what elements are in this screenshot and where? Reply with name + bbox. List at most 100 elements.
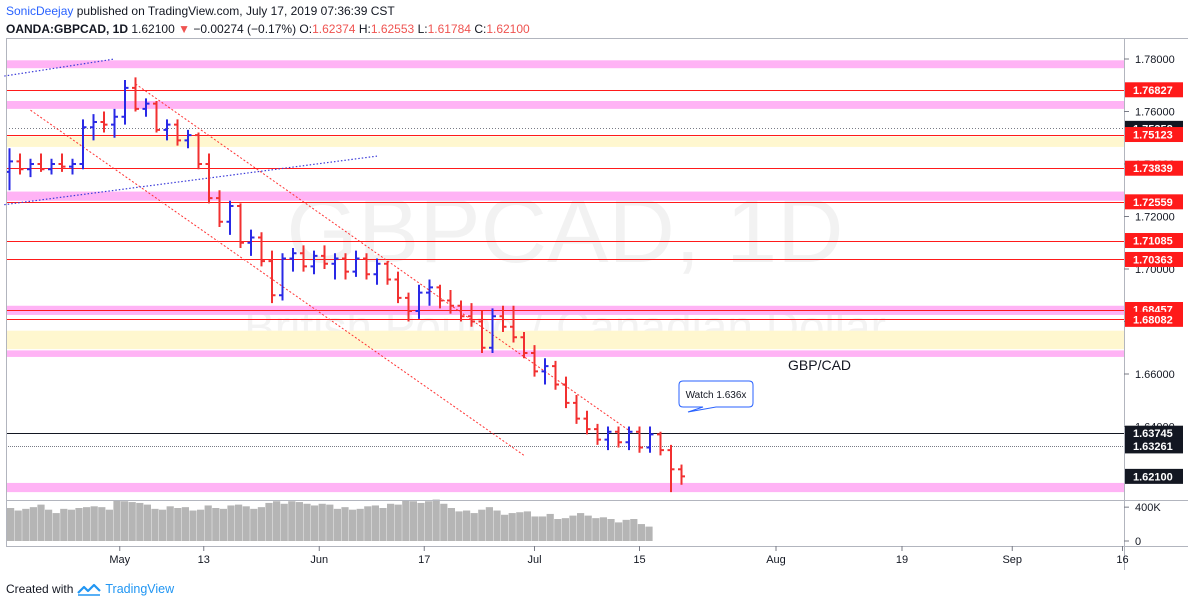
ohlc-bar bbox=[58, 153, 66, 172]
low-label: L: bbox=[417, 22, 428, 36]
price-tick-label: 1.72000 bbox=[1135, 212, 1175, 224]
ohlc-bar bbox=[510, 305, 517, 343]
time-tick-label: Jul bbox=[527, 554, 541, 566]
volume-tick-label: 400K bbox=[1135, 502, 1161, 514]
volume-bar bbox=[630, 519, 638, 541]
volume-bar bbox=[516, 512, 524, 541]
volume-bar bbox=[447, 508, 455, 541]
volume-bar bbox=[235, 504, 243, 541]
volume-bar bbox=[280, 503, 288, 541]
ohlc-bar bbox=[331, 253, 339, 280]
ohlc-bar bbox=[552, 360, 559, 390]
open-value: 1.62374 bbox=[312, 22, 356, 36]
callout-box[interactable] bbox=[678, 380, 754, 413]
tradingview-brand[interactable]: TradingView bbox=[105, 582, 175, 596]
ohlc-bar bbox=[478, 311, 486, 353]
volume-bar bbox=[166, 506, 174, 541]
ohlc-bar bbox=[174, 119, 181, 146]
volume-bar bbox=[14, 510, 22, 541]
volume-bar bbox=[387, 503, 395, 541]
time-tick-label: 16 bbox=[1116, 554, 1128, 566]
volume-bar bbox=[425, 501, 433, 541]
ohlc-bar bbox=[142, 98, 150, 117]
price-tick-label: 1.70000 bbox=[1135, 264, 1175, 276]
levels-layer bbox=[6, 90, 1124, 447]
price-tag-bg bbox=[1125, 194, 1183, 210]
ohlc-bar bbox=[604, 426, 612, 451]
ohlc-bar bbox=[90, 114, 97, 141]
volume-bar bbox=[60, 508, 68, 541]
volume-bar bbox=[242, 506, 250, 541]
zone-yellow-2 bbox=[6, 136, 1124, 147]
volume-bar bbox=[501, 514, 509, 541]
ohlc-bar bbox=[205, 153, 213, 204]
ohlc-bar bbox=[678, 464, 685, 485]
volume-bar bbox=[67, 509, 75, 541]
volume-bar bbox=[577, 513, 585, 541]
volume-bar bbox=[303, 503, 311, 541]
price-tick-label: 1.66000 bbox=[1135, 369, 1175, 381]
ohlc-bar bbox=[184, 129, 192, 149]
author-name[interactable]: SonicDeejay bbox=[6, 4, 74, 18]
volume-bar bbox=[105, 509, 113, 541]
volume-bar bbox=[159, 509, 167, 541]
ohlc-bar bbox=[636, 426, 643, 453]
price-tag-bg bbox=[1125, 251, 1183, 267]
volume-bar bbox=[402, 500, 410, 541]
ohlc-bar bbox=[258, 232, 265, 267]
price-tag-label: 1.62100 bbox=[1133, 471, 1173, 483]
price-tag-bg bbox=[1125, 468, 1183, 484]
volume-bar bbox=[7, 508, 15, 541]
volume-bar bbox=[531, 516, 539, 541]
volume-bar bbox=[181, 507, 189, 541]
channel-lower-line bbox=[30, 109, 525, 456]
ohlc-bar bbox=[562, 376, 570, 409]
ohlc-bar bbox=[436, 284, 444, 309]
time-axis[interactable]: May 13 Jun 17 Jul 15 Aug 19 Sep 16 bbox=[109, 546, 1129, 566]
volume-bar bbox=[409, 501, 417, 541]
created-with-text: Created with bbox=[6, 582, 74, 596]
volume-bar bbox=[219, 508, 227, 541]
ohlc-bar bbox=[541, 358, 549, 385]
volume-bar bbox=[615, 522, 623, 541]
zone-yellow-5 bbox=[6, 330, 1124, 350]
pair-annotation[interactable]: GBP/CAD bbox=[788, 357, 851, 373]
high-value: 1.62553 bbox=[370, 22, 415, 36]
ohlc-bar bbox=[373, 258, 381, 285]
volume-bar bbox=[508, 513, 516, 541]
symbol-name: OANDA:GBPCAD, 1D bbox=[6, 22, 129, 36]
time-tick-label: Aug bbox=[766, 554, 786, 566]
ohlc-bar bbox=[531, 345, 538, 377]
ohlc-bar bbox=[268, 250, 276, 304]
price-tag-label: 1.72559 bbox=[1133, 197, 1173, 209]
ohlc-bar bbox=[468, 303, 475, 327]
ohlc-bar bbox=[6, 148, 13, 191]
drawing-lines-layer bbox=[4, 58, 630, 456]
volume-bar bbox=[295, 502, 303, 541]
high-label: H: bbox=[358, 22, 371, 36]
volume-bar bbox=[197, 509, 205, 541]
publish-text: published on TradingView.com, July 17, 2… bbox=[76, 4, 395, 18]
volume-bar bbox=[440, 503, 448, 541]
ohlc-bar bbox=[310, 250, 318, 275]
ohlc-bar bbox=[121, 80, 129, 125]
symbol-bar: OANDA:GBPCAD, 1D 1.62100 ▼ −0.00274 (−0.… bbox=[6, 22, 530, 36]
volume-bar bbox=[622, 519, 630, 541]
ohlc-bar bbox=[79, 119, 87, 170]
volume-bar bbox=[607, 519, 615, 541]
volume-bar bbox=[561, 518, 569, 541]
volume-bar bbox=[379, 508, 387, 541]
tradingview-logo-icon bbox=[77, 583, 102, 596]
ohlc-bar bbox=[216, 190, 223, 227]
volume-bar bbox=[394, 504, 402, 541]
ohlc-bar bbox=[657, 431, 664, 456]
ohlc-bar bbox=[237, 203, 244, 248]
time-tick-label: 19 bbox=[896, 554, 908, 566]
price-tag-label: 1.63261 bbox=[1133, 441, 1173, 453]
zone-magenta-7 bbox=[6, 482, 1124, 493]
low-value: 1.61784 bbox=[427, 22, 471, 36]
volume-bar bbox=[326, 504, 334, 541]
ohlc-bar bbox=[489, 308, 496, 353]
volume-bar bbox=[189, 510, 197, 541]
